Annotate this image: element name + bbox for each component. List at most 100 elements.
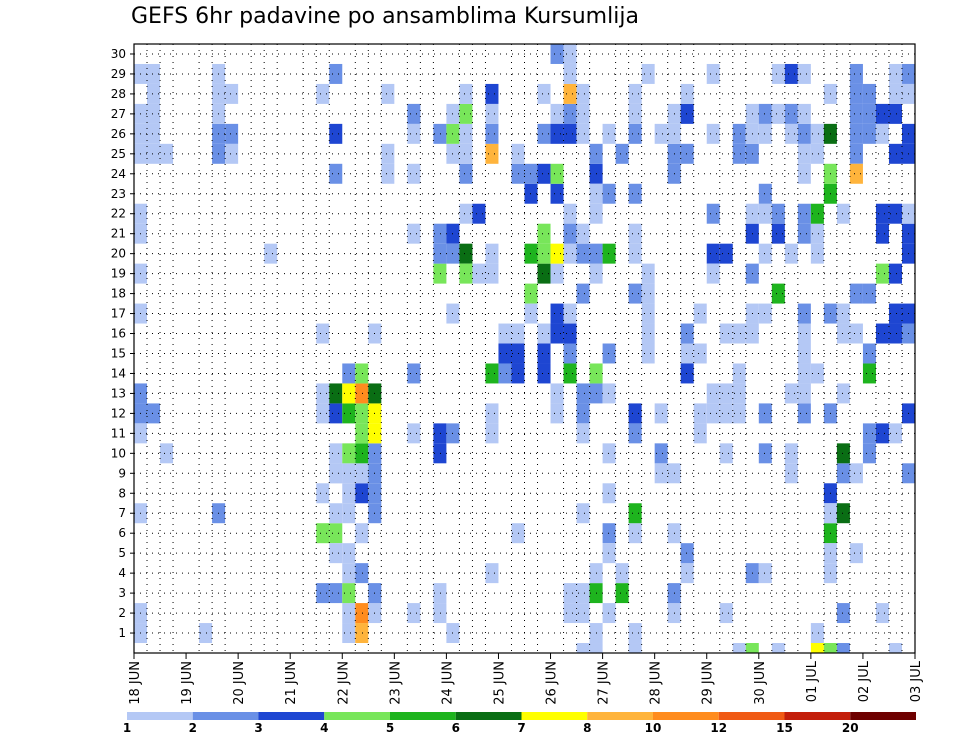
heat-cell — [459, 263, 473, 284]
heat-cell — [563, 323, 577, 344]
heat-cell — [576, 583, 590, 604]
heat-cell — [602, 343, 616, 364]
heat-cell — [628, 503, 642, 524]
heat-cell — [329, 403, 343, 424]
heat-cell — [862, 283, 876, 304]
heat-cell — [797, 363, 811, 384]
heat-cell — [758, 203, 772, 224]
heat-cell — [329, 543, 343, 564]
heat-cell — [342, 623, 356, 644]
heat-cell — [485, 563, 499, 584]
heat-cell — [888, 103, 902, 124]
heat-cell — [576, 223, 590, 244]
heat-cell — [771, 643, 785, 653]
heat-cell — [537, 223, 551, 244]
heat-cell — [407, 603, 421, 624]
heat-cell — [485, 83, 499, 104]
heat-cell — [433, 223, 447, 244]
heat-cell — [550, 103, 564, 124]
heat-cell — [498, 343, 512, 364]
heat-cell — [875, 203, 889, 224]
heat-cell — [706, 243, 720, 264]
heat-cell — [342, 463, 356, 484]
heat-cell — [615, 583, 629, 604]
heat-cell — [355, 563, 369, 584]
x-tick-label: 01 JUL — [805, 660, 820, 702]
heat-cell — [433, 263, 447, 284]
heat-cell — [810, 643, 824, 653]
heat-cell — [602, 243, 616, 264]
heat-cell — [641, 63, 655, 84]
heat-cell — [810, 143, 824, 164]
heat-cell — [732, 123, 746, 144]
heat-cell — [875, 223, 889, 244]
legend-swatch — [850, 712, 916, 720]
heat-cell — [602, 523, 616, 544]
heat-cell — [797, 123, 811, 144]
heat-cell — [459, 203, 473, 224]
heat-cell — [511, 523, 525, 544]
heat-cell — [407, 363, 421, 384]
heat-cell — [836, 303, 850, 324]
y-tick-label: 9 — [118, 466, 126, 480]
heat-cell — [342, 603, 356, 624]
heat-cell — [745, 643, 759, 653]
heat-cell — [563, 123, 577, 144]
heat-cell — [784, 243, 798, 264]
heat-cell — [693, 423, 707, 444]
heat-cell — [680, 103, 694, 124]
heat-cell — [758, 183, 772, 204]
heat-cell — [628, 523, 642, 544]
heat-cell — [602, 443, 616, 464]
heat-cell — [485, 123, 499, 144]
y-tick-label: 29 — [111, 67, 126, 81]
heat-cell — [836, 323, 850, 344]
heat-cell — [758, 443, 772, 464]
heat-cell — [355, 603, 369, 624]
heat-cell — [875, 323, 889, 344]
heat-cell — [342, 483, 356, 504]
legend-label: 1 — [123, 721, 131, 735]
heat-cell — [524, 183, 538, 204]
heat-cell — [758, 103, 772, 124]
heat-cell — [758, 303, 772, 324]
heat-cell — [602, 483, 616, 504]
heat-cell — [862, 423, 876, 444]
heat-cell — [680, 343, 694, 364]
heat-cell — [602, 383, 616, 404]
heat-cell — [628, 243, 642, 264]
legend-label: 8 — [583, 721, 591, 735]
legend-swatch — [521, 712, 588, 720]
heat-cell — [641, 283, 655, 304]
y-tick-label: 27 — [111, 107, 126, 121]
heat-cell — [862, 443, 876, 464]
heat-cell — [875, 263, 889, 284]
heat-cell — [797, 203, 811, 224]
heat-cell — [355, 483, 369, 504]
heat-cell — [758, 123, 772, 144]
heat-cell — [160, 443, 174, 464]
heat-cell — [628, 423, 642, 444]
heat-cell — [719, 383, 733, 404]
y-tick-label: 25 — [111, 147, 126, 161]
heat-cell — [225, 83, 239, 104]
heat-cell — [524, 163, 538, 184]
heat-cell — [355, 443, 369, 464]
y-tick-label: 7 — [118, 506, 126, 520]
heat-cell — [576, 503, 590, 524]
y-tick-label: 19 — [111, 267, 126, 281]
heat-cell — [433, 583, 447, 604]
heat-cell — [563, 223, 577, 244]
heat-cell — [433, 603, 447, 624]
heat-cell — [355, 423, 369, 444]
heat-cell — [576, 643, 590, 653]
heat-cell — [719, 603, 733, 624]
heat-cell — [888, 143, 902, 164]
heat-cell — [628, 183, 642, 204]
heat-cell — [407, 123, 421, 144]
heat-cell — [719, 403, 733, 424]
heat-cell — [459, 243, 473, 264]
heat-cell — [602, 603, 616, 624]
heat-cell — [628, 83, 642, 104]
